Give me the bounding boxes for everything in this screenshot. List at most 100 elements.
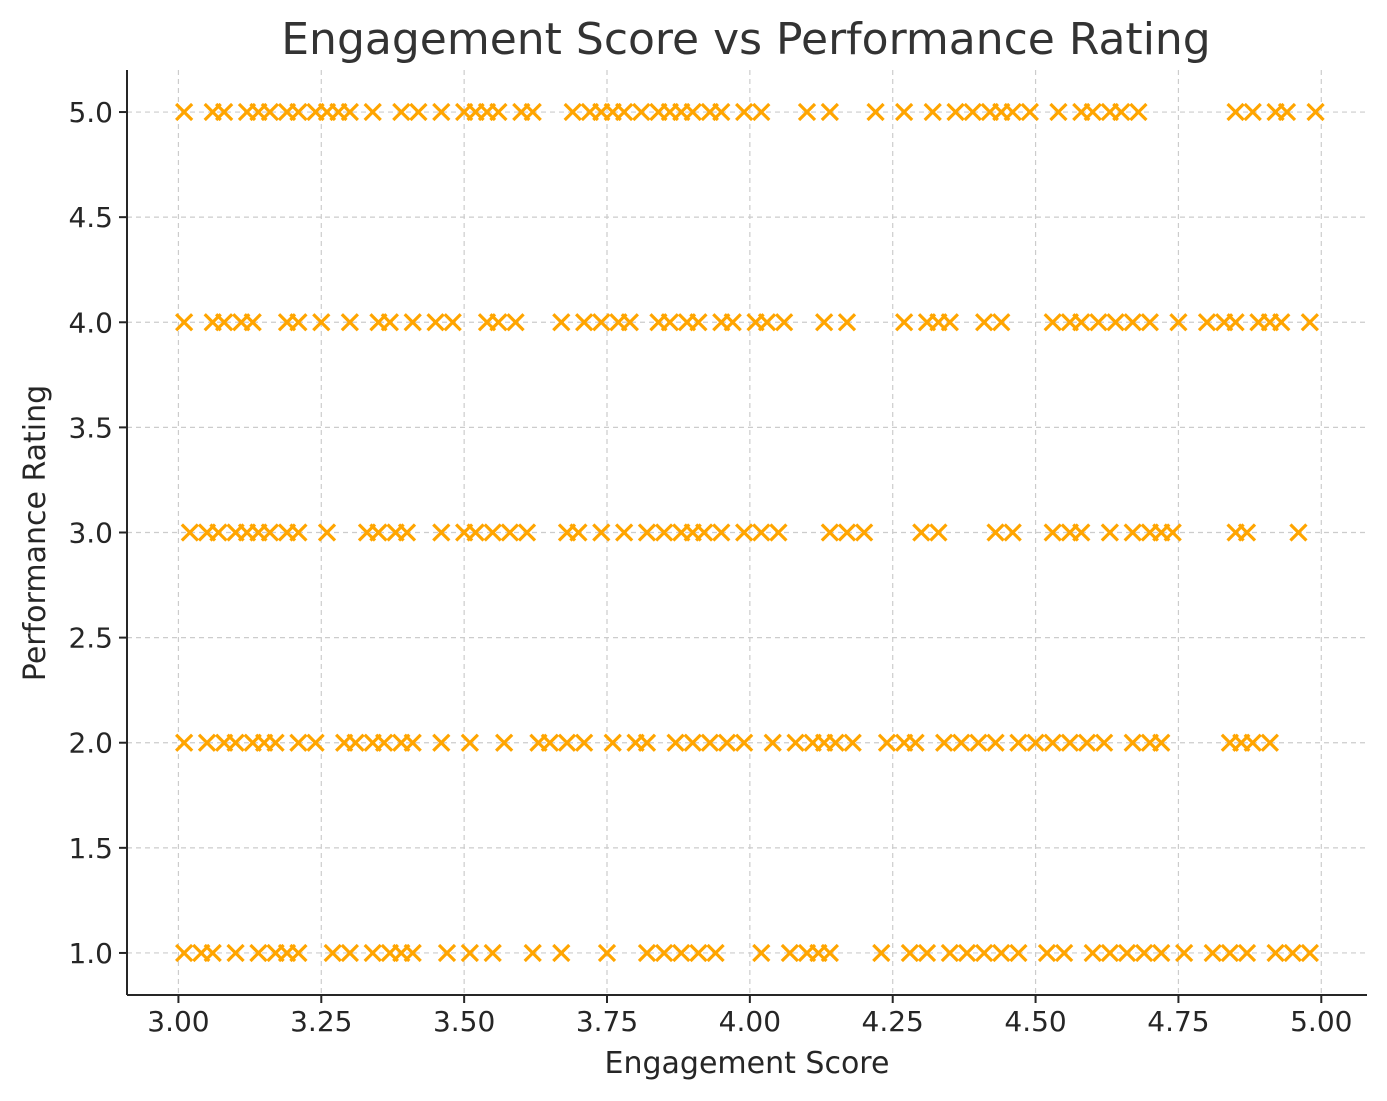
- data-point-x-marker: [1266, 943, 1285, 963]
- data-point-x-marker: [323, 943, 342, 963]
- data-point-x-marker: [1300, 313, 1319, 332]
- data-point-x-marker: [672, 943, 691, 963]
- data-point-x-marker: [615, 523, 634, 542]
- data-point-x-marker: [489, 313, 508, 332]
- data-point-x-marker: [992, 313, 1011, 332]
- data-point-x-marker: [523, 102, 542, 122]
- data-point-x-marker: [689, 943, 708, 963]
- data-point-x-marker: [877, 733, 897, 752]
- data-point-x-marker: [1060, 733, 1079, 752]
- data-point-x-marker: [266, 733, 285, 752]
- data-point-x-marker: [900, 943, 919, 963]
- data-point-x-marker: [723, 313, 742, 332]
- y-tick-label: 4.5: [68, 201, 113, 234]
- data-point-x-marker: [203, 943, 222, 963]
- data-point-x-marker: [552, 313, 571, 332]
- data-point-x-marker: [306, 733, 325, 752]
- x-axis-label: Engagement Score: [605, 1046, 890, 1081]
- y-tick-label: 1.0: [68, 937, 113, 970]
- chart-title: Engagement Score vs Performance Rating: [281, 14, 1210, 65]
- data-point-x-marker: [1026, 733, 1045, 752]
- data-point-x-marker: [912, 523, 931, 542]
- x-tick-label: 3.50: [433, 1005, 495, 1038]
- y-tick-label: 1.5: [68, 832, 113, 865]
- x-tick-label: 4.50: [1004, 1005, 1066, 1038]
- data-point-x-marker: [346, 733, 365, 752]
- data-point-x-marker: [363, 943, 382, 963]
- y-tick-label: 3.0: [68, 517, 113, 550]
- data-point-x-marker: [855, 523, 874, 542]
- data-point-x-marker: [712, 102, 731, 122]
- data-point-x-marker: [592, 523, 611, 542]
- y-tick-label: 4.0: [68, 306, 113, 339]
- data-point-x-marker: [975, 313, 994, 332]
- data-point-x-marker: [1043, 523, 1062, 542]
- data-point-x-marker: [637, 733, 657, 752]
- data-point-x-marker: [1220, 943, 1239, 963]
- data-point-x-marker: [1123, 313, 1142, 332]
- data-point-x-marker: [969, 733, 988, 752]
- data-point-x-marker: [975, 943, 994, 963]
- data-point-x-marker: [506, 313, 525, 332]
- data-point-x-marker: [712, 523, 731, 542]
- data-point-x-marker: [540, 733, 559, 752]
- data-point-x-marker: [1300, 943, 1319, 963]
- data-point-x-marker: [757, 313, 777, 332]
- data-point-x-marker: [375, 733, 394, 752]
- data-point-x-marker: [615, 102, 634, 122]
- data-point-x-marker: [403, 313, 422, 332]
- data-point-x-marker: [1089, 313, 1108, 332]
- data-point-x-marker: [363, 102, 382, 122]
- data-point-x-marker: [906, 733, 925, 752]
- data-point-x-marker: [1100, 523, 1119, 542]
- data-point-x-marker: [575, 733, 594, 752]
- x-tick-label: 3.25: [290, 1005, 352, 1038]
- data-point-x-marker: [837, 523, 857, 542]
- data-point-x-marker: [197, 733, 217, 752]
- data-point-x-marker: [1003, 523, 1022, 542]
- data-point-x-marker: [175, 733, 194, 752]
- data-point-x-marker: [1083, 943, 1102, 963]
- data-point-x-marker: [1306, 102, 1325, 122]
- data-point-x-marker: [1277, 102, 1297, 122]
- data-point-x-marker: [443, 313, 462, 332]
- data-point-x-marker: [775, 313, 794, 332]
- data-point-x-marker: [552, 943, 571, 963]
- data-point-x-marker: [432, 102, 451, 122]
- data-point-x-marker: [1112, 102, 1131, 122]
- data-point-x-marker: [340, 102, 359, 122]
- data-point-x-marker: [797, 102, 817, 122]
- data-point-x-marker: [592, 313, 611, 332]
- data-point-x-marker: [1237, 943, 1257, 963]
- data-point-x-marker: [489, 102, 508, 122]
- x-axis-ticks: 3.00 3.25 3.50 3.75 4.00 4.25 4.50 4.75 5.00: [147, 995, 1352, 1038]
- data-point-x-marker: [1009, 943, 1028, 963]
- data-point-x-marker: [409, 102, 428, 122]
- data-point-x-marker: [1163, 523, 1182, 542]
- data-point-x-marker: [1283, 943, 1302, 963]
- data-point-x-marker: [403, 733, 422, 752]
- data-point-x-marker: [289, 102, 308, 122]
- data-point-x-marker: [957, 943, 977, 963]
- data-point-x-marker: [1140, 313, 1159, 332]
- data-point-x-marker: [952, 733, 971, 752]
- data-point-x-marker: [917, 943, 937, 963]
- data-point-x-marker: [660, 313, 679, 332]
- data-point-x-marker: [769, 523, 788, 542]
- data-point-x-marker: [1129, 102, 1148, 122]
- data-point-x-marker: [786, 733, 805, 752]
- data-point-x-marker: [923, 102, 942, 122]
- data-point-x-marker: [1095, 733, 1114, 752]
- data-point-x-marker: [1003, 102, 1022, 122]
- data-point-x-marker: [432, 733, 451, 752]
- data-point-x-marker: [1152, 733, 1171, 752]
- data-point-x-marker: [683, 102, 702, 122]
- data-point-x-marker: [437, 943, 457, 963]
- data-point-x-marker: [706, 943, 725, 963]
- data-point-x-marker: [929, 523, 948, 542]
- data-point-x-marker: [563, 102, 582, 122]
- data-point-x-marker: [815, 313, 834, 332]
- data-point-x-marker: [1106, 313, 1125, 332]
- data-point-x-marker: [637, 943, 657, 963]
- x-tick-label: 5.00: [1290, 1005, 1352, 1038]
